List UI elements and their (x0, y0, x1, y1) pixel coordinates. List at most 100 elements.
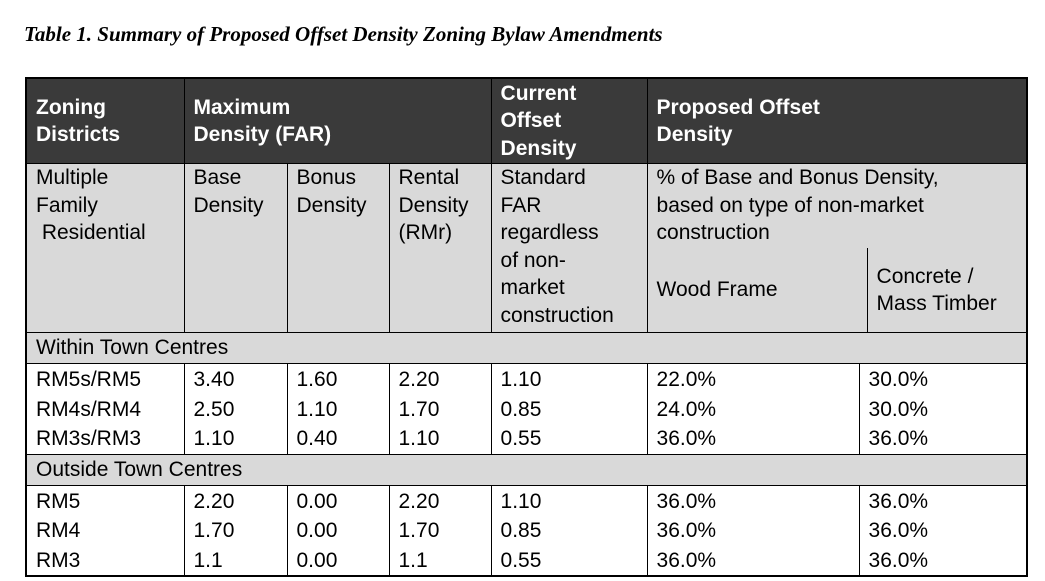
rental-column: 2.20 1.70 1.10 (388, 363, 492, 455)
cell: 36.0% (868, 548, 929, 572)
subheader-line: Standard (500, 166, 586, 189)
subheader-line: % of Base and Bonus Density, (656, 166, 939, 189)
cell: 0.40 (296, 427, 338, 450)
cell: 30.0% (868, 397, 929, 421)
zone-column: RM5s/RM5 RM4s/RM4 RM3s/RM3 (25, 363, 185, 455)
header-line: Density (656, 123, 733, 146)
cell: 0.55 (500, 427, 542, 450)
header-line: Districts (36, 123, 121, 146)
cell: 1.1 (193, 548, 223, 572)
header-row: Zoning Districts Maximum Density (FAR) C… (25, 77, 1028, 164)
subheader-line: Density (398, 193, 469, 217)
header-line: Current (500, 81, 577, 105)
subheader-line: of non- (500, 248, 566, 272)
cell: 0.85 (500, 397, 542, 421)
subheader-line: (RMr) (398, 221, 453, 244)
concrete-column: 36.0% 36.0% 36.0% (858, 484, 1028, 577)
bonus-column: 1.60 1.10 0.40 (286, 363, 390, 455)
subheader-line: based on type of non-market (656, 193, 924, 217)
cell: 1.70 (193, 519, 235, 542)
section-row: Within Town Centres (25, 332, 1028, 364)
subheader-concrete-mass-timber: Concrete / Mass Timber (866, 248, 1027, 332)
bonus-column: 0.00 0.00 0.00 (286, 484, 390, 577)
cell: 36.0% (656, 489, 717, 513)
subheader-pct-description: % of Base and Bonus Density, based on ty… (648, 164, 1027, 248)
header-maximum-density: Maximum Density (FAR) (183, 77, 492, 164)
subheader-wood-frame: Wood Frame (656, 278, 778, 302)
cell: 2.20 (193, 489, 235, 513)
cell: 0.00 (296, 489, 338, 513)
subheader-rental-density: Rental Density (RMr) (388, 163, 492, 333)
header-line: Proposed Offset (656, 95, 820, 119)
subheader-line: construction (500, 303, 614, 327)
cell: 36.0% (656, 427, 717, 450)
cell: RM5s/RM5 (36, 368, 142, 391)
subheader-line: construction (656, 221, 770, 244)
table-caption: Table 1. Summary of Proposed Offset Dens… (24, 22, 663, 46)
subheader-line: Family (36, 193, 98, 217)
cell: 2.20 (398, 368, 440, 391)
subheader-line: Concrete / (876, 264, 974, 288)
cell: 36.0% (868, 489, 929, 513)
data-rows-within: RM5s/RM5 RM4s/RM4 RM3s/RM3 3.40 2.50 1.1… (25, 363, 1028, 455)
section-label: Within Town Centres (25, 332, 1028, 364)
current-column: 1.10 0.85 0.55 (490, 484, 648, 577)
cell: 1.70 (398, 397, 440, 421)
subheader-line: Density (296, 193, 367, 217)
subheader-line: Mass Timber (876, 292, 997, 315)
cell: 1.1 (398, 548, 428, 572)
rental-column: 2.20 1.70 1.1 (388, 484, 492, 577)
subheader-base-density: Base Density (183, 163, 288, 333)
subheader-line: FAR (500, 193, 542, 217)
subheader-proposed: % of Base and Bonus Density, based on ty… (646, 163, 1028, 333)
cell: 22.0% (656, 368, 717, 391)
subheader-line: Multiple (36, 166, 109, 189)
cell: RM5 (36, 489, 81, 513)
cell: 36.0% (656, 519, 717, 542)
cell: RM4s/RM4 (36, 397, 142, 421)
subheader-line: Bonus (296, 166, 357, 189)
subheader-row: Multiple Family Residential Base Density… (25, 163, 1028, 333)
cell: 1.10 (398, 427, 440, 450)
header-line: Offset (500, 109, 562, 133)
header-line: Density (FAR) (193, 123, 332, 146)
cell: 0.00 (296, 548, 338, 572)
subheader-zoning: Multiple Family Residential (25, 163, 185, 333)
cell: 24.0% (656, 397, 717, 421)
wood-column: 22.0% 24.0% 36.0% (646, 363, 860, 455)
subheader-line: Rental (398, 166, 460, 189)
cell: 1.60 (296, 368, 338, 391)
header-line: Density (500, 136, 577, 160)
header-proposed-offset-density: Proposed Offset Density (646, 77, 1028, 164)
cell: 36.0% (868, 427, 929, 450)
data-rows-outside: RM5 RM4 RM3 2.20 1.70 1.1 0.00 0.00 0.00… (25, 484, 1028, 577)
cell: 1.10 (500, 489, 542, 513)
cell: 1.70 (398, 519, 440, 542)
subheader-line: market (500, 276, 565, 299)
subheader-standard-far: Standard FAR regardless of non- market c… (490, 163, 648, 333)
cell: 0.85 (500, 519, 542, 542)
cell: RM4 (36, 519, 81, 542)
cell: 1.10 (296, 397, 338, 421)
header-zoning-districts: Zoning Districts (25, 77, 185, 164)
subheader-line: Density (193, 193, 264, 217)
concrete-column: 30.0% 30.0% 36.0% (858, 363, 1028, 455)
base-column: 2.20 1.70 1.1 (183, 484, 288, 577)
subheader-bonus-density: Bonus Density (286, 163, 390, 333)
cell: RM3s/RM3 (36, 427, 142, 450)
cell: 1.10 (193, 427, 235, 450)
density-summary-table: Zoning Districts Maximum Density (FAR) C… (25, 77, 1029, 577)
cell: 0.55 (500, 548, 542, 572)
current-column: 1.10 0.85 0.55 (490, 363, 648, 455)
subheader-line: Base (193, 166, 242, 189)
base-column: 3.40 2.50 1.10 (183, 363, 288, 455)
cell: 30.0% (868, 368, 929, 391)
cell: 36.0% (656, 548, 717, 572)
section-row: Outside Town Centres (25, 453, 1028, 486)
cell: 36.0% (868, 519, 929, 542)
cell: 2.50 (193, 397, 235, 421)
header-line: Maximum (193, 95, 291, 119)
cell: 2.20 (398, 489, 440, 513)
subheader-line: Residential (36, 221, 146, 244)
subheader-line: regardless (500, 221, 599, 244)
